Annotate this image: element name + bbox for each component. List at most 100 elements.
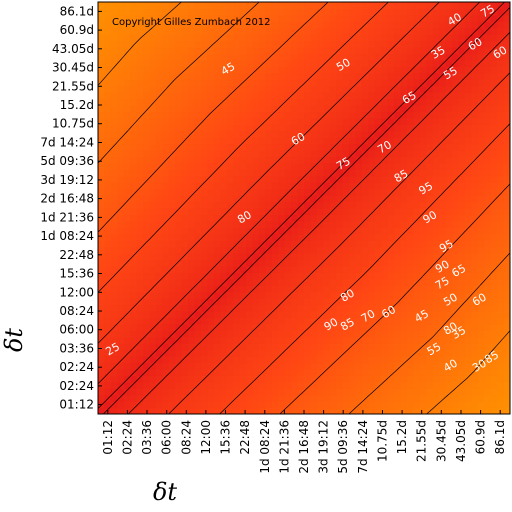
heatmap-cell [233,27,241,35]
heatmap-cell [175,175,183,183]
heatmap-cell [220,175,228,183]
heatmap-cell [98,407,106,414]
contour-label: 65 [450,262,469,280]
heatmap-cell [233,105,241,113]
heatmap-cell [407,356,415,364]
heatmap-cell [304,259,312,267]
heatmap-cell [239,105,247,113]
heatmap-cell [246,21,254,29]
heatmap-cell [130,343,138,351]
heatmap-cell [194,182,202,190]
heatmap-cell [407,220,415,228]
heatmap-cell [310,233,318,241]
heatmap-cell [452,117,460,125]
heatmap-cell [445,79,453,87]
heatmap-cell [143,59,151,67]
heatmap-cell [336,317,344,325]
heatmap-cell [117,323,125,331]
heatmap-cell [117,150,125,158]
heatmap-cell [130,201,138,209]
heatmap-cell [426,34,434,42]
heatmap-cell [291,304,299,312]
heatmap-cell [484,362,492,370]
heatmap-cell [175,336,183,344]
heatmap-cell [271,259,279,267]
heatmap-cell [484,343,492,351]
heatmap-cell [439,246,447,254]
heatmap-cell [233,2,241,10]
heatmap-cell [175,34,183,42]
heatmap-cell [162,98,170,106]
heatmap-cell [226,323,234,331]
heatmap-cell [271,323,279,331]
heatmap-cell [426,98,434,106]
heatmap-cell [419,66,427,74]
heatmap-cell [361,368,369,376]
heatmap-cell [201,401,209,409]
heatmap-cell [220,156,228,164]
heatmap-cell [329,246,337,254]
heatmap-cell [194,59,202,67]
heatmap-cell [445,233,453,241]
heatmap-cell [175,59,183,67]
heatmap-cell [374,150,382,158]
heatmap-cell [130,375,138,383]
heatmap-cell [477,124,485,132]
heatmap-cell [445,291,453,299]
heatmap-cell [471,336,479,344]
heatmap-cell [458,368,466,376]
heatmap-cell [387,8,395,16]
heatmap-cell [136,92,144,100]
heatmap-cell [387,40,395,48]
heatmap-cell [213,53,221,61]
heatmap-cell [381,130,389,138]
heatmap-cell [143,175,151,183]
heatmap-cell [407,240,415,248]
heatmap-cell [394,53,402,61]
heatmap-cell [355,323,363,331]
heatmap-cell [381,156,389,164]
heatmap-cell [143,47,151,55]
heatmap-cell [381,21,389,29]
heatmap-cell [175,21,183,29]
heatmap-cell [117,356,125,364]
heatmap-cell [329,201,337,209]
heatmap-cell [175,201,183,209]
heatmap-cell [368,304,376,312]
heatmap-cell [162,349,170,357]
heatmap-cell [284,130,292,138]
heatmap-cell [407,336,415,344]
heatmap-cell [278,330,286,338]
heatmap-cell [175,253,183,261]
heatmap-cell [387,368,395,376]
heatmap-cell [155,8,163,16]
heatmap-cell [188,233,196,241]
heatmap-cell [233,304,241,312]
heatmap-cell [258,253,266,261]
heatmap-cell [213,188,221,196]
heatmap-cell [394,188,402,196]
heatmap-cell [387,291,395,299]
heatmap-cell [188,304,196,312]
heatmap-cell [265,246,273,254]
heatmap-cell [117,59,125,67]
heatmap-cell [239,285,247,293]
heatmap-cell [342,201,350,209]
heatmap-cell [110,311,118,319]
heatmap-cell [213,368,221,376]
heatmap-cell [194,21,202,29]
contour-label: 95 [417,179,436,197]
heatmap-cell [342,182,350,190]
heatmap-cell [355,169,363,177]
heatmap-cell [426,143,434,151]
heatmap-cell [291,92,299,100]
heatmap-cell [464,311,472,319]
heatmap-cell [258,175,266,183]
heatmap-cell [271,117,279,125]
heatmap-cell [284,79,292,87]
heatmap-cell [387,98,395,106]
heatmap-cell [130,304,138,312]
heatmap-cell [477,349,485,357]
heatmap-cell [503,278,510,286]
heatmap-cell [310,40,318,48]
